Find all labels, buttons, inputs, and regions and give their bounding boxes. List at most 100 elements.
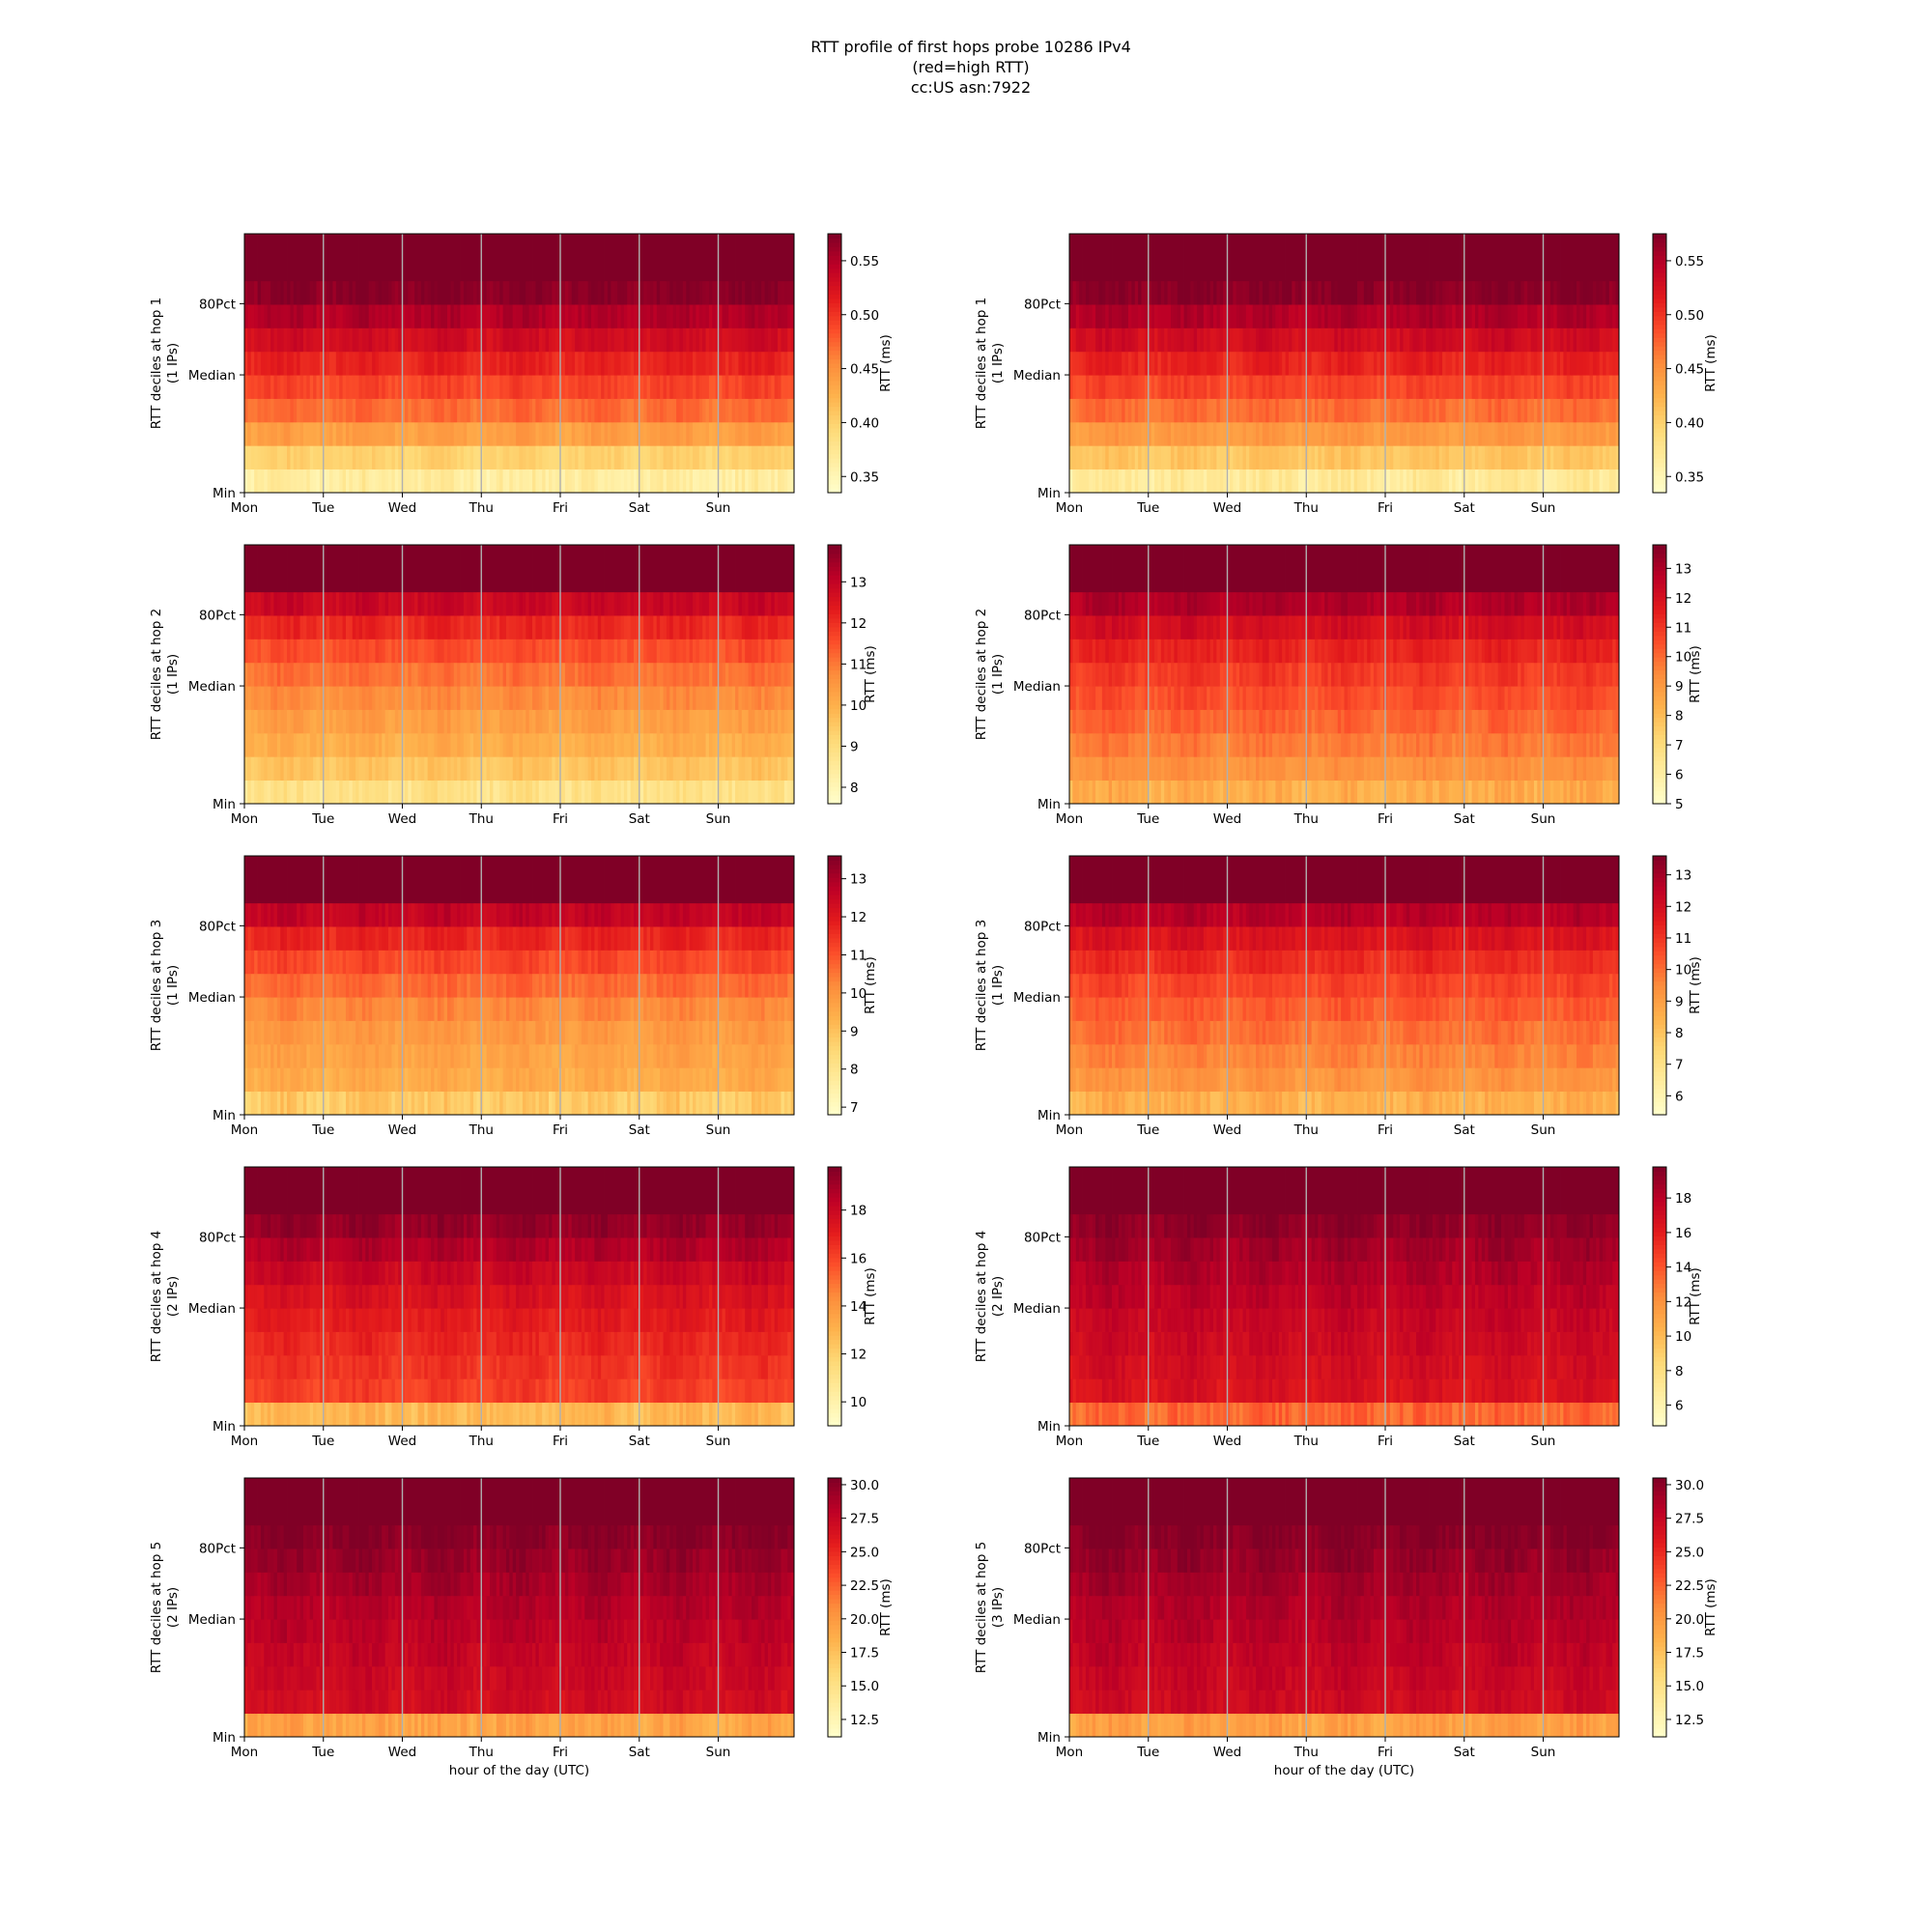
heatmap-cell <box>679 780 684 805</box>
heatmap-cell <box>1442 304 1446 328</box>
heatmap-cell <box>342 662 347 687</box>
heatmap-cell <box>244 662 248 687</box>
heatmap-cell <box>519 662 524 687</box>
heatmap-cell <box>708 375 713 399</box>
heatmap-cell <box>568 421 573 446</box>
heatmap-cell <box>1471 398 1476 423</box>
heatmap-cell <box>564 469 569 494</box>
heatmap-cell <box>1245 398 1250 423</box>
heatmap-cell <box>620 615 625 639</box>
heatmap-cell <box>682 304 687 328</box>
heatmap-cell <box>686 327 691 353</box>
heatmap-cell <box>1360 304 1365 328</box>
x-tick-label: Wed <box>388 500 416 516</box>
heatmap-cell <box>411 686 415 710</box>
heatmap-cell <box>568 709 573 734</box>
heatmap-cell <box>398 756 402 781</box>
heatmap-cell <box>349 639 354 664</box>
heatmap-cell <box>290 545 295 593</box>
heatmap-cell <box>1134 398 1139 423</box>
heatmap-cell <box>519 756 524 781</box>
heatmap-cell <box>1315 351 1319 376</box>
heatmap-cell <box>1422 469 1427 494</box>
heatmap-cell <box>1504 398 1509 423</box>
heatmap-cell <box>431 398 435 423</box>
heatmap-cell <box>440 375 444 399</box>
heatmap-cell <box>528 709 533 734</box>
heatmap-cell <box>1370 375 1375 399</box>
heatmap-cell <box>1213 234 1217 282</box>
heatmap-cell <box>1321 445 1325 470</box>
x-tick-label: Thu <box>469 500 494 516</box>
colorbar-segment <box>1653 320 1666 326</box>
heatmap-cell <box>696 469 700 494</box>
heatmap-cell <box>1514 280 1519 305</box>
heatmap-cell <box>476 445 481 470</box>
heatmap-cell <box>469 756 474 781</box>
heatmap-cell <box>745 398 749 423</box>
heatmap-cell <box>578 327 582 353</box>
heatmap-cell <box>473 351 477 376</box>
y-axis-label: RTT deciles at hop 1 <box>149 298 164 430</box>
heatmap-cell <box>476 398 481 423</box>
heatmap-cell <box>1122 327 1125 353</box>
heatmap-cell <box>431 445 435 470</box>
heatmap-cell <box>1209 234 1214 282</box>
heatmap-cell <box>516 304 520 328</box>
heatmap-cell <box>1118 327 1122 353</box>
heatmap-cell <box>319 662 324 687</box>
heatmap-cell <box>1200 234 1205 282</box>
heatmap-cell <box>280 686 285 710</box>
heatmap-cell <box>260 304 265 328</box>
heatmap-cell <box>1324 304 1328 328</box>
heatmap-cell <box>463 327 468 353</box>
colorbar-segment <box>828 449 841 455</box>
heatmap-cell <box>591 398 595 423</box>
heatmap-cell <box>1282 375 1286 399</box>
heatmap-cell <box>1186 398 1191 423</box>
heatmap-cell <box>564 686 569 710</box>
heatmap-cell <box>1174 421 1179 446</box>
heatmap-cell <box>1170 398 1175 423</box>
heatmap-cell <box>290 686 295 710</box>
heatmap-cell <box>601 545 605 593</box>
heatmap-cell <box>696 756 700 781</box>
heatmap-cell <box>1570 304 1574 328</box>
heatmap-cell <box>490 686 494 710</box>
heatmap-cell <box>505 686 510 710</box>
heatmap-cell <box>1478 234 1483 282</box>
heatmap-cell <box>597 591 602 616</box>
heatmap-cell <box>1144 234 1149 282</box>
heatmap-cell <box>411 591 415 616</box>
heatmap-cell <box>696 591 700 616</box>
heatmap-cell <box>1527 375 1531 399</box>
heatmap-cell <box>1501 375 1505 399</box>
heatmap-cell <box>617 398 621 423</box>
colorbar-segment <box>1653 281 1666 287</box>
heatmap-cell <box>244 545 248 593</box>
heatmap-cell <box>724 375 729 399</box>
heatmap-cell <box>575 304 579 328</box>
heatmap-cell <box>581 398 585 423</box>
heatmap-cell <box>306 304 311 328</box>
heatmap-cell <box>460 469 465 494</box>
heatmap-cell <box>431 545 435 593</box>
heatmap-cell <box>535 421 540 446</box>
heatmap-cell <box>1386 234 1391 282</box>
colorbar-tick-label: 0.50 <box>850 308 879 324</box>
heatmap-cell <box>1167 234 1172 282</box>
heatmap-cell <box>672 445 677 470</box>
heatmap-cell <box>431 591 435 616</box>
heatmap-cell <box>1474 351 1479 376</box>
heatmap-cell <box>437 351 441 376</box>
heatmap-cell <box>1353 469 1358 494</box>
heatmap-cell <box>401 662 406 687</box>
heatmap-cell <box>1098 398 1103 423</box>
heatmap-cell <box>460 445 465 470</box>
heatmap-cell <box>552 615 556 639</box>
heatmap-cell <box>1544 304 1548 328</box>
heatmap-cell <box>735 234 739 282</box>
heatmap-cell <box>384 639 389 664</box>
heatmap-cell <box>326 327 330 353</box>
